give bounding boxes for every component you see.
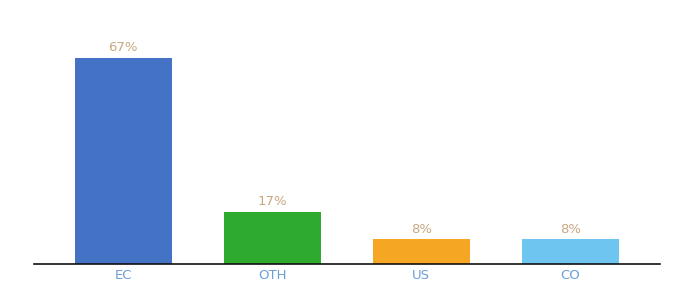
Text: 67%: 67%: [109, 41, 138, 54]
Bar: [522, 239, 619, 264]
Text: 17%: 17%: [258, 195, 287, 208]
Text: 8%: 8%: [560, 223, 581, 236]
Bar: [224, 212, 321, 264]
Bar: [373, 239, 470, 264]
Text: 8%: 8%: [411, 223, 432, 236]
Bar: [75, 58, 172, 264]
